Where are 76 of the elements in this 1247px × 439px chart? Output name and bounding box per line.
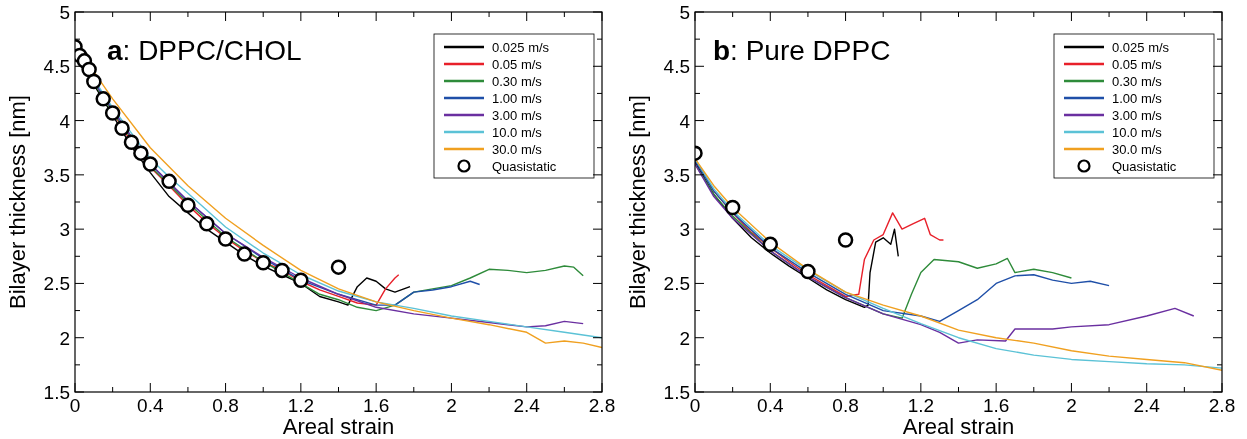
x-tick-label: 0.8: [212, 395, 239, 416]
point: [217, 231, 234, 247]
legend-label: 1.00 m/s: [1112, 91, 1163, 106]
y-tick-label: 1.5: [43, 382, 70, 403]
legend-label: Quasistatic: [492, 159, 557, 174]
point: [81, 61, 97, 78]
y-tick-label: 2: [679, 327, 690, 349]
y-tick-label: 2: [59, 327, 70, 349]
point: [123, 134, 140, 151]
legend-label: 1.00 m/s: [492, 91, 543, 106]
x-tick-label: 0: [69, 395, 81, 416]
point: [236, 246, 253, 262]
point: [293, 272, 309, 288]
y-tick-label: 3: [679, 219, 690, 241]
y-tick-label: 3.5: [663, 164, 690, 186]
x-axis-title: Areal strain: [902, 414, 1015, 439]
x-tick-label: 0.4: [757, 395, 784, 416]
legend-label: 10.0 m/s: [492, 125, 543, 140]
x-tick-label: 2.4: [1133, 395, 1161, 416]
x-tick-label: 2: [446, 395, 457, 416]
y-axis-title: Bilayer thickness [nm]: [5, 95, 30, 309]
point: [86, 73, 102, 90]
point: [762, 236, 779, 253]
point: [180, 197, 196, 214]
y-tick-label: 4: [679, 110, 691, 132]
y-tick-label: 1.5: [663, 382, 690, 403]
legend-label: Quasistatic: [1112, 159, 1177, 174]
point: [114, 120, 130, 136]
point: [800, 263, 816, 280]
legend-label: 0.30 m/s: [492, 74, 543, 89]
text: a: DPPC/CHOL: [107, 35, 302, 66]
y-tick-label: 5: [679, 2, 690, 23]
y-tick-label: 5: [59, 2, 70, 23]
x-tick-label: 2.4: [513, 395, 541, 416]
y-tick-label: 4: [59, 110, 71, 132]
x-tick-label: 2: [1066, 395, 1077, 416]
point: [199, 215, 215, 232]
x-tick-label: 2.8: [588, 395, 616, 416]
legend-label: 10.0 m/s: [1112, 125, 1163, 140]
legend-label: 0.05 m/s: [492, 57, 543, 72]
y-tick-label: 4.5: [43, 56, 70, 78]
y-tick-label: 3.5: [43, 164, 70, 186]
point: [724, 199, 741, 216]
x-tick-label: 1.6: [362, 395, 390, 416]
y-tick-label: 2.5: [43, 273, 70, 295]
legend-label: 30.0 m/s: [1112, 142, 1163, 157]
legend-label: 0.025 m/s: [492, 40, 550, 55]
point: [104, 105, 121, 121]
point: [95, 91, 111, 107]
point: [255, 255, 271, 271]
text: b: Pure DPPC: [713, 35, 891, 66]
line-series: [695, 163, 1195, 344]
y-axis-title: Bilayer thickness [nm]: [625, 95, 650, 309]
point: [142, 156, 159, 172]
x-axis-title: Areal strain: [282, 414, 395, 439]
x-tick-label: 0.8: [832, 395, 859, 416]
point: [837, 232, 854, 248]
point: [274, 262, 290, 279]
legend-label: 3.00 m/s: [1112, 108, 1163, 123]
x-tick-label: 0.4: [137, 395, 164, 416]
legend-label: 0.30 m/s: [1112, 74, 1163, 89]
y-tick-label: 2.5: [663, 273, 690, 295]
point: [330, 259, 347, 275]
x-tick-label: 1.6: [982, 395, 1010, 416]
x-tick-label: 0: [689, 395, 701, 416]
legend-label: 0.025 m/s: [1112, 40, 1170, 55]
x-tick-label: 2.8: [1208, 395, 1236, 416]
x-tick-label: 1.2: [907, 395, 935, 416]
point: [133, 145, 149, 161]
legend-label: 30.0 m/s: [492, 142, 543, 157]
point: [161, 173, 177, 190]
y-tick-label: 3: [59, 219, 70, 241]
x-tick-label: 1.2: [287, 395, 315, 416]
y-tick-label: 4.5: [663, 56, 690, 78]
legend-label: 3.00 m/s: [492, 108, 543, 123]
legend-label: 0.05 m/s: [1112, 57, 1163, 72]
